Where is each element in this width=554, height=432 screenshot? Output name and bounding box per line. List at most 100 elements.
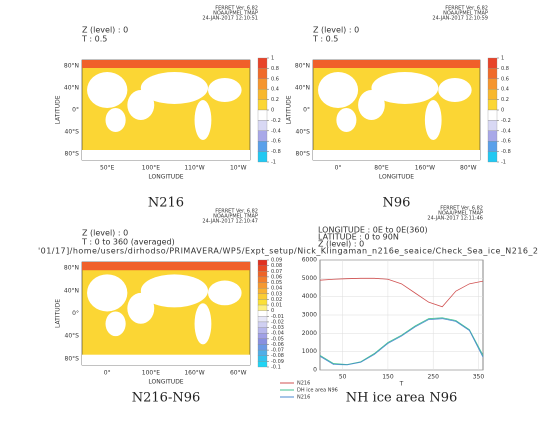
y-tick-label: 0 [313, 367, 317, 374]
colorbar-label: 0.8 [501, 66, 509, 72]
y-tick-label: 4000 [302, 293, 317, 300]
colorbar-box [257, 130, 268, 142]
x-tick-label: 250 [427, 374, 439, 381]
colorbar-label: 0 [501, 108, 504, 114]
x-tick-label: 60°W [230, 370, 247, 377]
header: LATITUDE : 0 to 90N [318, 233, 399, 242]
colorbar-box [257, 109, 268, 121]
colorbar-box [257, 327, 268, 334]
colorbar-box [257, 293, 268, 300]
y-tick-label: 3000 [302, 312, 317, 319]
x-axis-label: T [399, 381, 404, 388]
colorbar-label: 0.06 [271, 274, 282, 280]
land [87, 274, 128, 312]
land [318, 72, 359, 108]
colorbar-box [257, 355, 268, 362]
colorbar-label: 0.07 [271, 269, 282, 275]
colorbar-label: 0.08 [271, 263, 282, 269]
colorbar-label: 0.02 [271, 297, 282, 303]
legend-label: DH ice area N96 [297, 388, 338, 394]
header: LONGITUDE : 0E to 0E(360) [318, 226, 428, 235]
line-series [319, 277, 484, 308]
colorbar-label: 0.6 [501, 76, 509, 82]
x-tick-label: 0° [104, 370, 111, 377]
ferret-note: 24-JAN-2017 12:10:59 [432, 16, 488, 22]
colorbar-box [487, 57, 498, 69]
land [371, 72, 439, 104]
colorbar-label: 0.09 [271, 258, 282, 264]
colorbar-box [257, 276, 268, 283]
colorbar-label: -0.08 [271, 353, 284, 359]
y-tick-label: 0° [72, 107, 79, 114]
ferret-note: NOAA/PMEL TMAP [213, 214, 258, 220]
colorbar-label: 0 [271, 108, 274, 114]
colorbar-label: -0.4 [271, 128, 281, 134]
colorbar-box [257, 89, 268, 100]
y-tick-label: 80°N [295, 63, 310, 70]
colorbar-box [257, 321, 268, 328]
colorbar-box [257, 265, 268, 272]
y-tick-label: 40°S [65, 333, 80, 340]
colorbar-label: 0.04 [271, 286, 282, 292]
caption: N96 [383, 196, 411, 211]
x-tick-label: 50°E [100, 165, 115, 172]
ferret-note: 24-JAN-2017 12:10:51 [202, 16, 258, 22]
colorbar-label: -0.06 [271, 342, 284, 348]
x-tick-label: 160°W [415, 165, 435, 172]
header: Z (level) : 0 [82, 229, 128, 238]
y-tick-label: 6000 [302, 257, 317, 264]
header: T : 0.5 [312, 35, 338, 44]
colorbar-box [257, 57, 268, 69]
colorbar-label: 0.4 [501, 87, 509, 93]
caption: N216 [148, 196, 184, 211]
colorbar-box [487, 78, 498, 90]
land [358, 90, 385, 120]
colorbar-box [257, 349, 268, 356]
colorbar-label: -0.8 [501, 149, 511, 155]
header: Z (level) : 0 [82, 26, 128, 35]
ferret-note: NOAA/PMEL TMAP [438, 211, 483, 217]
colorbar-label: -0.07 [271, 348, 284, 354]
x-tick-label: 50 [339, 374, 347, 381]
x-axis-label: LONGITUDE [148, 379, 183, 386]
colorbar-label: 0.8 [271, 66, 279, 72]
colorbar-label: -0.09 [271, 359, 284, 365]
colorbar-box [257, 338, 268, 345]
colorbar-label: 0.4 [271, 87, 279, 93]
colorbar-box [257, 141, 268, 152]
x-tick-label: 100°E [142, 165, 160, 172]
colorbar-label: -1 [501, 160, 506, 166]
colorbar-label: 0.2 [501, 97, 509, 103]
line-series [319, 318, 484, 366]
x-tick-label: 100°E [142, 370, 160, 377]
land [194, 100, 212, 140]
x-axis-label: LONGITUDE [379, 174, 414, 181]
colorbar-box [257, 316, 268, 323]
y-tick-label: 5000 [302, 275, 317, 282]
colorbar-label: 0.6 [271, 76, 279, 82]
arctic-band [82, 262, 250, 271]
colorbar-label: -1 [271, 160, 276, 166]
ferret-note: NOAA/PMEL TMAP [213, 11, 258, 17]
colorbar-box [257, 288, 268, 294]
colorbar-label: 0.01 [271, 303, 282, 309]
land [87, 72, 128, 108]
colorbar-label: 1 [271, 56, 274, 62]
colorbar-label: -0.6 [271, 139, 281, 145]
y-tick-label: 40°S [296, 129, 311, 136]
arctic-band [82, 60, 250, 68]
ferret-note: FERRET Ver. 6.82 [445, 6, 488, 12]
x-tick-label: 160°W [184, 370, 204, 377]
y-tick-label: 40°N [295, 85, 310, 92]
ferret-note: NOAA/PMEL TMAP [443, 11, 488, 17]
x-tick-label: 150 [382, 374, 394, 381]
colorbar-box [257, 68, 268, 79]
colorbar-box [257, 304, 268, 311]
x-tick-label: 10°W [230, 165, 247, 172]
y-axis-label: LATITUDE [55, 299, 62, 328]
colorbar-label: -0.2 [271, 118, 281, 124]
y-tick-label: 40°S [65, 129, 80, 136]
colorbar-box [487, 68, 498, 79]
colorbar-label: -0.02 [271, 319, 284, 325]
colorbar-box [487, 151, 498, 163]
